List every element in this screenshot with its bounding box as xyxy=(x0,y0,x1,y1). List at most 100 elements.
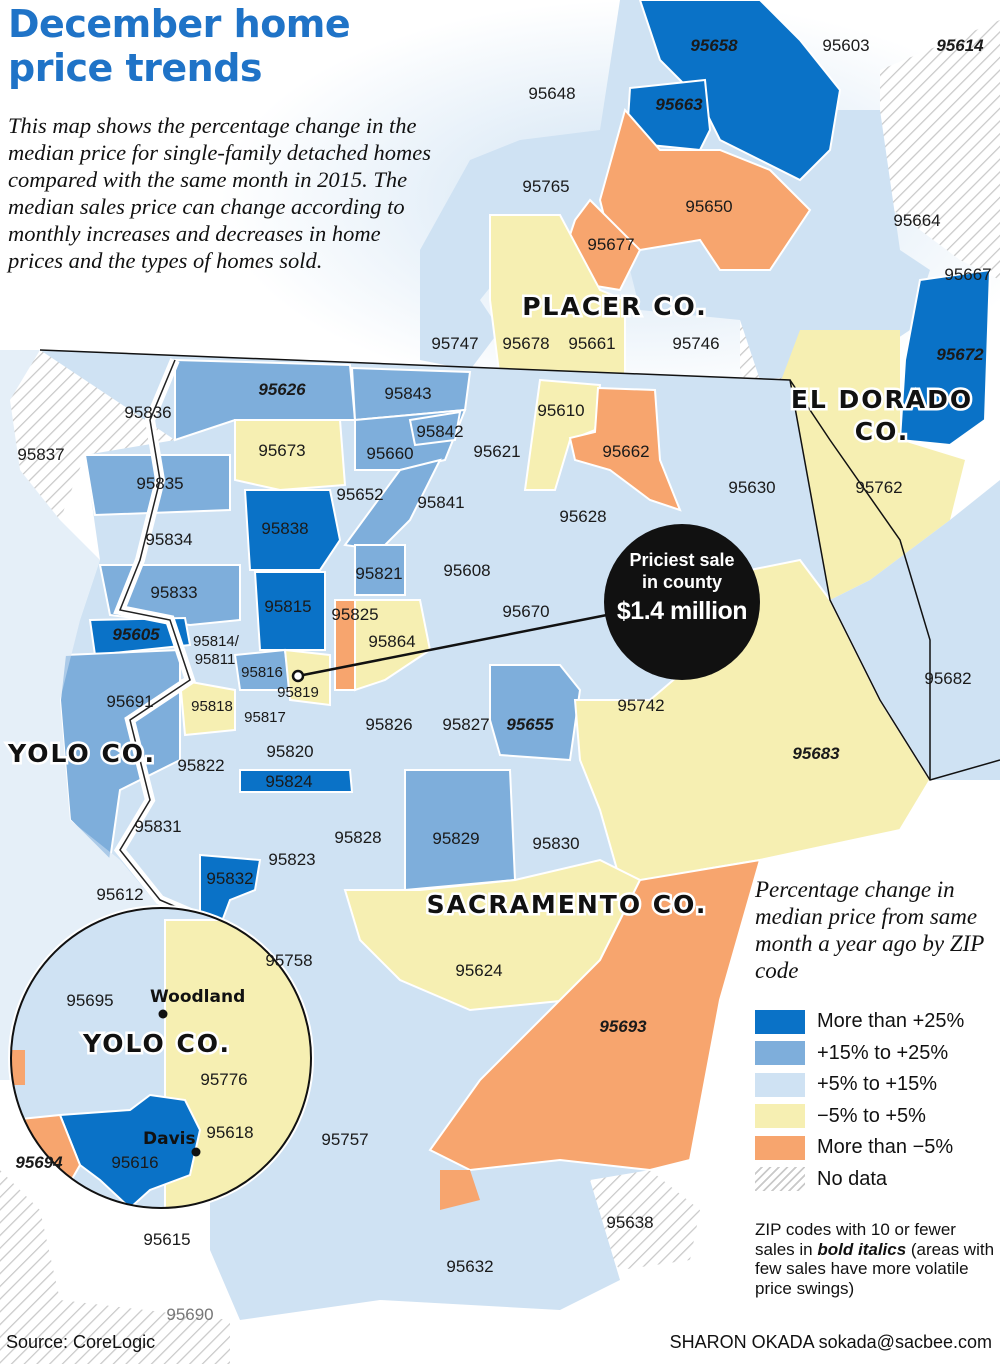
zip-label: 95632 xyxy=(446,1257,493,1276)
author-credit: SHARON OKADA sokada@sacbee.com xyxy=(669,1332,992,1352)
zip-region-95762 xyxy=(770,330,965,600)
zip-label: 95672 xyxy=(936,345,984,364)
zip-label: 95664 xyxy=(893,211,940,230)
zip-label: 95864 xyxy=(368,632,415,651)
zip-label: 95814/ xyxy=(193,633,240,650)
zip-label: 95828 xyxy=(334,828,381,847)
callout-pointer xyxy=(297,612,613,678)
zip-label: 95612 xyxy=(96,885,143,904)
zip-label: 95670 xyxy=(502,602,549,621)
zip-region-95841-strip xyxy=(343,458,442,552)
zip-label: 95842 xyxy=(416,422,463,441)
city-label-woodland: Woodland xyxy=(150,987,245,1007)
legend-item: +5% to +15% xyxy=(755,1069,995,1101)
legend: More than +25% +15% to +25% +5% to +15% … xyxy=(755,1006,995,1195)
legend-note-bold: bold italics xyxy=(817,1239,907,1259)
zip-region-95838 xyxy=(243,489,342,571)
zip-label: 95831 xyxy=(134,817,181,836)
zip-label: 95843 xyxy=(384,384,431,403)
zip-label: 95815 xyxy=(264,597,311,616)
county-label-placer: PLACER CO. xyxy=(522,292,708,321)
legend-swatch xyxy=(755,1009,805,1034)
zip-label: 95648 xyxy=(528,84,575,103)
zip-label: 95695 xyxy=(66,991,113,1010)
zip-label: 95628 xyxy=(559,507,606,526)
zip-label: 95832 xyxy=(206,869,253,888)
zip-label: 95830 xyxy=(532,834,579,853)
legend-item: +15% to +25% xyxy=(755,1038,995,1070)
zip-label: 95822 xyxy=(177,756,224,775)
zip-label: 95690 xyxy=(166,1305,213,1324)
legend-label: No data xyxy=(817,1167,888,1190)
zip-label: 95626 xyxy=(258,380,306,399)
zip-label: 95824 xyxy=(265,772,312,791)
zip-label: 95691 xyxy=(106,692,153,711)
zip-label: 95841 xyxy=(417,493,464,512)
zip-label: 95618 xyxy=(206,1123,253,1142)
zip-label: 95825 xyxy=(331,605,378,624)
zip-label: 95765 xyxy=(522,177,569,196)
zip-region-95672 xyxy=(898,268,992,447)
county-border xyxy=(39,349,1000,781)
zip-labels: 95658 95603 95614 95648 95663 95765 9565… xyxy=(15,36,991,1324)
legend-note: ZIP codes with 10 or fewer sales in bold… xyxy=(755,1220,995,1298)
priciest-sale-callout: Priciest sale in county $1.4 million xyxy=(604,524,760,680)
zip-label: 95742 xyxy=(617,696,664,715)
legend-swatch-hatched xyxy=(755,1167,805,1192)
zip-label: 95694 xyxy=(15,1153,63,1172)
zip-label: 95610 xyxy=(537,401,584,420)
zip-label: 95823 xyxy=(268,850,315,869)
zip-label: 95746 xyxy=(672,334,719,353)
legend-label: +15% to +25% xyxy=(817,1041,949,1064)
river-border xyxy=(118,359,231,931)
zip-region-95815 xyxy=(253,571,326,651)
zip-label: 95811 xyxy=(195,651,236,668)
zip-label: 95837 xyxy=(17,445,64,464)
legend-note-part1: ZIP codes with 10 or fewer sales in xyxy=(755,1220,956,1259)
zip-label: 95820 xyxy=(266,742,313,761)
zip-region-95693-tip xyxy=(440,1170,480,1210)
zip-label: 95621 xyxy=(473,442,520,461)
zip-region-95616 xyxy=(58,1093,202,1208)
legend-item: More than +25% xyxy=(755,1006,995,1038)
legend-label: More than −5% xyxy=(817,1136,954,1159)
zip-label: 95662 xyxy=(602,442,649,461)
zip-region-95819 xyxy=(283,648,331,707)
legend-title: Percentage change in median price from s… xyxy=(755,877,984,983)
el-dorado-border xyxy=(789,379,931,780)
callout-value: $1.4 million xyxy=(616,597,748,625)
zip-label: 95605 xyxy=(112,625,160,644)
zip-label: 95821 xyxy=(355,564,402,583)
page-title: December home price trends xyxy=(8,2,351,90)
legend-item: No data xyxy=(755,1164,995,1196)
zip-label: 95603 xyxy=(822,36,869,55)
zip-region-95682 xyxy=(830,480,1000,780)
zip-label: 95776 xyxy=(200,1070,247,1089)
zip-label: 95747 xyxy=(431,334,478,353)
zip-label: 95827 xyxy=(442,715,489,734)
zip-label: 95638 xyxy=(606,1213,653,1232)
zip-label: 95834 xyxy=(145,530,192,549)
zip-region-95821 xyxy=(354,544,406,596)
zip-label: 95616 xyxy=(111,1153,158,1172)
zip-label: 95817 xyxy=(244,709,286,726)
zip-label: 95652 xyxy=(336,485,383,504)
zip-label: 95615 xyxy=(143,1230,190,1249)
zip-label: 95655 xyxy=(506,715,554,734)
zip-label: 95614 xyxy=(936,36,984,55)
zip-label: 95758 xyxy=(265,951,312,970)
zip-label: 95835 xyxy=(136,474,183,493)
county-label-yolo-inset: YOLO CO. xyxy=(82,1029,231,1058)
zip-region-95842 xyxy=(408,410,462,447)
zip-region-95662 xyxy=(568,386,682,512)
zip-label: 95661 xyxy=(568,334,615,353)
zip-label: 95650 xyxy=(685,197,732,216)
zip-label: 95673 xyxy=(258,441,305,460)
yolo-county-base xyxy=(0,350,230,1080)
zip-region-95638 xyxy=(590,1170,700,1270)
zip-label: 95833 xyxy=(150,583,197,602)
davis-marker xyxy=(191,1147,201,1157)
zip-label: 95838 xyxy=(261,519,308,538)
legend-swatch xyxy=(755,1135,805,1160)
